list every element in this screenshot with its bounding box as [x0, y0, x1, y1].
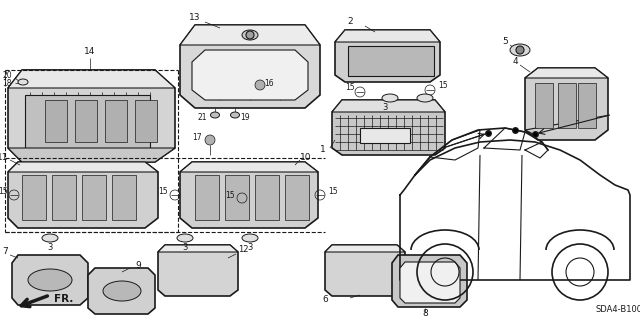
Ellipse shape — [42, 234, 58, 242]
Text: 20: 20 — [3, 70, 12, 79]
Polygon shape — [392, 255, 467, 307]
Ellipse shape — [211, 112, 220, 118]
Polygon shape — [332, 100, 445, 112]
Polygon shape — [12, 255, 88, 305]
Polygon shape — [8, 70, 175, 162]
Text: 15: 15 — [328, 188, 338, 197]
Polygon shape — [88, 268, 155, 314]
Polygon shape — [578, 83, 596, 128]
Text: 18: 18 — [3, 78, 12, 87]
Text: 1: 1 — [320, 145, 326, 154]
Ellipse shape — [230, 112, 239, 118]
Polygon shape — [192, 50, 308, 100]
Polygon shape — [400, 262, 460, 303]
Polygon shape — [335, 30, 440, 82]
Polygon shape — [535, 83, 553, 128]
Polygon shape — [332, 100, 445, 155]
Text: 14: 14 — [84, 48, 96, 56]
Polygon shape — [8, 162, 158, 228]
Text: 3: 3 — [182, 243, 188, 253]
Text: 17: 17 — [193, 132, 202, 142]
Ellipse shape — [417, 94, 433, 102]
Polygon shape — [8, 148, 175, 162]
Polygon shape — [105, 100, 127, 142]
Text: 15: 15 — [438, 81, 447, 91]
Polygon shape — [225, 175, 249, 220]
Text: 10: 10 — [300, 152, 312, 161]
Text: 15: 15 — [158, 188, 168, 197]
Text: 12: 12 — [238, 246, 248, 255]
Bar — [25, 95, 150, 150]
Text: 2: 2 — [347, 18, 353, 26]
Text: 9: 9 — [135, 261, 141, 270]
Ellipse shape — [18, 79, 28, 85]
Circle shape — [205, 135, 215, 145]
Text: 16: 16 — [264, 78, 274, 87]
Circle shape — [246, 31, 254, 39]
Polygon shape — [75, 100, 97, 142]
Text: 7: 7 — [3, 248, 8, 256]
Polygon shape — [135, 100, 157, 142]
Circle shape — [255, 80, 265, 90]
Polygon shape — [180, 162, 318, 228]
Polygon shape — [285, 175, 309, 220]
Ellipse shape — [510, 44, 530, 56]
Text: SDA4-B1000: SDA4-B1000 — [595, 305, 640, 314]
Polygon shape — [325, 245, 405, 296]
Text: FR.: FR. — [54, 294, 74, 304]
Polygon shape — [180, 25, 320, 108]
Polygon shape — [8, 70, 175, 88]
Polygon shape — [325, 245, 405, 252]
Text: 15: 15 — [225, 190, 235, 199]
Polygon shape — [158, 245, 238, 252]
Ellipse shape — [242, 30, 258, 40]
Ellipse shape — [103, 281, 141, 301]
Polygon shape — [195, 175, 219, 220]
Polygon shape — [558, 83, 576, 128]
Ellipse shape — [242, 234, 258, 242]
Polygon shape — [180, 25, 320, 45]
Polygon shape — [335, 30, 440, 42]
Polygon shape — [158, 245, 238, 296]
Polygon shape — [45, 100, 67, 142]
Text: 3: 3 — [47, 243, 52, 253]
Text: 21: 21 — [198, 114, 207, 122]
Text: 4: 4 — [513, 57, 518, 66]
Polygon shape — [525, 68, 608, 78]
Polygon shape — [180, 162, 318, 172]
Text: 3: 3 — [247, 243, 253, 253]
Text: 8: 8 — [422, 309, 428, 318]
Bar — [348, 46, 434, 76]
Ellipse shape — [28, 269, 72, 291]
Ellipse shape — [382, 94, 398, 102]
Polygon shape — [112, 175, 136, 220]
Text: 19: 19 — [240, 114, 250, 122]
Text: 11: 11 — [0, 152, 8, 161]
Text: 13: 13 — [189, 13, 201, 23]
Text: 6: 6 — [322, 295, 328, 305]
Text: 3: 3 — [382, 103, 388, 113]
Polygon shape — [82, 175, 106, 220]
Bar — [360, 128, 410, 143]
Ellipse shape — [177, 234, 193, 242]
Text: 5: 5 — [502, 38, 508, 47]
Polygon shape — [255, 175, 279, 220]
Polygon shape — [52, 175, 76, 220]
Text: 15: 15 — [346, 84, 355, 93]
Polygon shape — [8, 162, 158, 172]
Polygon shape — [22, 175, 46, 220]
Polygon shape — [525, 68, 608, 140]
Circle shape — [516, 46, 524, 54]
Text: 15: 15 — [0, 188, 8, 197]
